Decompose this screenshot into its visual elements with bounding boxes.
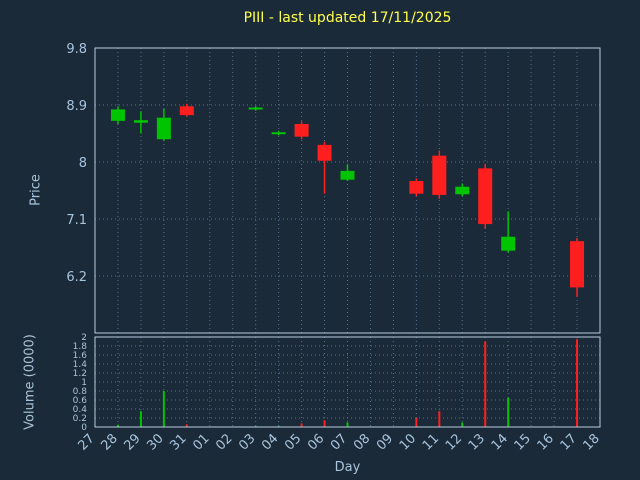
day-tick-label: 09 (374, 431, 396, 453)
volume-bar (185, 424, 188, 427)
price-panel-border (94, 47, 601, 334)
day-tick-label: 07 (328, 431, 350, 453)
volume-tick-label: 0.2 (73, 414, 87, 424)
day-tick-label: 28 (98, 431, 120, 453)
volume-bar (484, 341, 487, 427)
candle-body (340, 170, 355, 180)
volume-bar (323, 420, 326, 427)
volume-bar (576, 339, 579, 427)
day-tick-label: 10 (397, 431, 419, 453)
day-tick-label: 05 (282, 431, 304, 453)
candle-body (455, 186, 470, 195)
volume-tick-label: 0 (81, 423, 87, 433)
day-tick-label: 13 (466, 431, 488, 453)
price-tick-label: 7.1 (66, 213, 87, 228)
day-tick-label: 17 (558, 431, 580, 453)
day-tick-label: 15 (512, 431, 534, 453)
candle-body (133, 120, 148, 123)
volume-tick-label: 1 (81, 378, 87, 388)
volume-axis-label: Volume (0000) (22, 334, 38, 430)
candle-body (570, 241, 585, 288)
volume-panel-border (94, 336, 601, 428)
volume-bar (139, 411, 142, 427)
day-axis-label: Day (334, 460, 361, 475)
price-tick-label: 8 (79, 156, 87, 171)
volume-bar (300, 423, 303, 427)
candle-body (294, 124, 309, 137)
candle-body (271, 132, 286, 135)
price-tick-label: 8.9 (66, 99, 87, 114)
day-tick-label: 03 (236, 431, 258, 453)
candle-body (110, 109, 125, 121)
volume-tick-label: 2 (81, 333, 87, 343)
volume-bar (438, 411, 441, 427)
day-tick-label: 12 (443, 431, 465, 453)
day-tick-label: 08 (351, 431, 373, 453)
volume-tick-label: 0.8 (73, 387, 88, 397)
day-tick-label: 14 (489, 431, 511, 453)
volume-tick-label: 1.8 (73, 342, 88, 352)
day-tick-label: 02 (213, 431, 235, 453)
candle-body (179, 106, 194, 116)
candle-body (478, 168, 493, 225)
volume-tick-label: 1.2 (73, 369, 87, 379)
candle-body (248, 107, 263, 110)
volume-bar (507, 397, 510, 427)
price-tick-label: 9.8 (66, 42, 87, 57)
volume-tick-label: 0.4 (73, 405, 88, 415)
day-tick-label: 30 (144, 431, 166, 453)
candle-body (156, 117, 171, 140)
price-axis-label: Price (28, 174, 44, 206)
volume-tick-label: 0.6 (73, 396, 88, 406)
volume-bar (461, 422, 464, 427)
volume-bar (346, 422, 349, 427)
day-tick-label: 06 (305, 431, 327, 453)
day-tick-label: 11 (420, 431, 442, 453)
day-tick-label: 16 (535, 431, 557, 453)
day-tick-label: 04 (259, 431, 281, 453)
volume-bar (116, 424, 119, 427)
day-tick-label: 27 (76, 431, 98, 453)
price-tick-label: 6.2 (66, 270, 87, 285)
volume-bar (162, 391, 165, 427)
day-tick-label: 01 (190, 431, 212, 453)
day-tick-label: 29 (121, 431, 143, 453)
candle-body (317, 144, 332, 161)
volume-tick-label: 1.6 (73, 351, 88, 361)
chart-title: PIII - last updated 17/11/2025 (243, 10, 452, 26)
candle-body (409, 181, 424, 194)
candle-body (501, 236, 516, 251)
day-tick-label: 31 (167, 431, 189, 453)
volume-tick-label: 1.4 (73, 360, 88, 370)
candle-body (432, 155, 447, 195)
volume-bar (415, 418, 418, 427)
day-tick-label: 18 (581, 431, 603, 453)
